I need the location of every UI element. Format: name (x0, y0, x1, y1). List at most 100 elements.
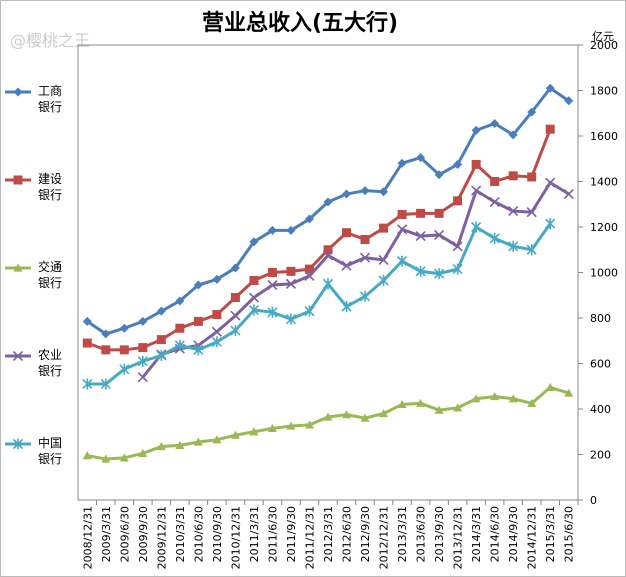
x-tick-label: 2015/6/30 (563, 506, 576, 562)
marker (193, 280, 203, 290)
marker (212, 435, 222, 444)
marker (416, 153, 426, 163)
y-tick-label: 2000 (590, 39, 618, 52)
marker (82, 316, 92, 326)
marker (508, 394, 518, 403)
marker (434, 229, 445, 241)
y-tick-label: 1800 (590, 85, 618, 98)
x-tick-label: 2011/12/31 (303, 506, 316, 569)
marker (304, 264, 314, 274)
marker (415, 265, 426, 277)
marker (397, 224, 408, 235)
marker (415, 231, 426, 242)
marker (249, 275, 259, 285)
marker (174, 339, 185, 351)
marker (490, 177, 500, 186)
marker (545, 218, 556, 230)
marker (416, 208, 426, 218)
marker (212, 274, 222, 284)
marker (379, 409, 389, 418)
marker (434, 405, 444, 414)
marker (527, 172, 537, 182)
marker (304, 270, 315, 281)
x-tick-label: 2010/6/30 (192, 506, 205, 562)
watermark: @樱桃之王 (10, 31, 90, 50)
marker (379, 187, 389, 197)
marker (342, 228, 352, 238)
marker (545, 124, 555, 134)
marker (471, 125, 481, 135)
marker (527, 107, 537, 117)
marker (175, 323, 185, 333)
marker (138, 448, 148, 457)
marker (100, 378, 111, 390)
x-tick-label: 2009/3/31 (100, 506, 113, 562)
marker (508, 240, 519, 252)
y-tick-label: 1400 (590, 176, 618, 189)
marker (267, 423, 277, 432)
marker (101, 454, 111, 463)
marker (138, 343, 148, 353)
marker (286, 421, 296, 430)
marker (156, 335, 166, 345)
marker (489, 232, 500, 244)
marker (397, 158, 407, 168)
marker (453, 159, 463, 169)
marker (526, 207, 537, 218)
x-tick-label: 2012/9/30 (359, 506, 372, 562)
x-tick-label: 2012/3/31 (322, 506, 335, 562)
marker (249, 237, 259, 247)
x-tick-label: 2013/9/30 (433, 506, 446, 562)
marker (285, 278, 297, 289)
x-tick-label: 2010/3/31 (174, 506, 187, 562)
marker (175, 296, 185, 306)
series-line (87, 222, 552, 386)
marker (397, 209, 407, 219)
marker (156, 442, 166, 451)
marker (360, 186, 370, 196)
marker (286, 225, 296, 235)
marker (322, 250, 334, 261)
y-tick-label: 600 (590, 358, 611, 371)
legend-marker (13, 87, 23, 97)
x-tick-label: 2010/9/30 (211, 506, 224, 562)
marker (342, 189, 352, 199)
legend-label: 农业银行 (38, 348, 63, 378)
marker (323, 245, 333, 255)
x-tick-label: 2010/12/31 (229, 506, 242, 569)
marker (137, 372, 148, 383)
marker (490, 118, 500, 128)
marker (508, 206, 519, 217)
marker (527, 398, 537, 407)
marker (82, 338, 92, 348)
legend-marker (13, 263, 23, 272)
marker (82, 451, 92, 460)
marker (471, 394, 481, 403)
marker (193, 344, 204, 356)
marker (416, 398, 426, 407)
marker (378, 274, 389, 286)
marker (471, 221, 482, 233)
marker (453, 196, 463, 206)
marker (82, 378, 93, 390)
marker (508, 171, 518, 181)
marker (453, 403, 463, 412)
marker (341, 301, 352, 313)
marker (564, 388, 574, 397)
marker (360, 235, 370, 245)
marker (156, 306, 166, 316)
marker (359, 252, 371, 263)
legend-marker (12, 438, 24, 450)
marker (490, 391, 500, 401)
marker (249, 427, 259, 436)
marker (230, 310, 241, 321)
marker (545, 177, 556, 188)
x-tick-label: 2011/6/30 (266, 506, 279, 562)
y-tick-label: 400 (590, 403, 611, 416)
marker (119, 345, 129, 355)
marker (545, 382, 555, 391)
x-tick-label: 2009/6/30 (118, 506, 131, 562)
